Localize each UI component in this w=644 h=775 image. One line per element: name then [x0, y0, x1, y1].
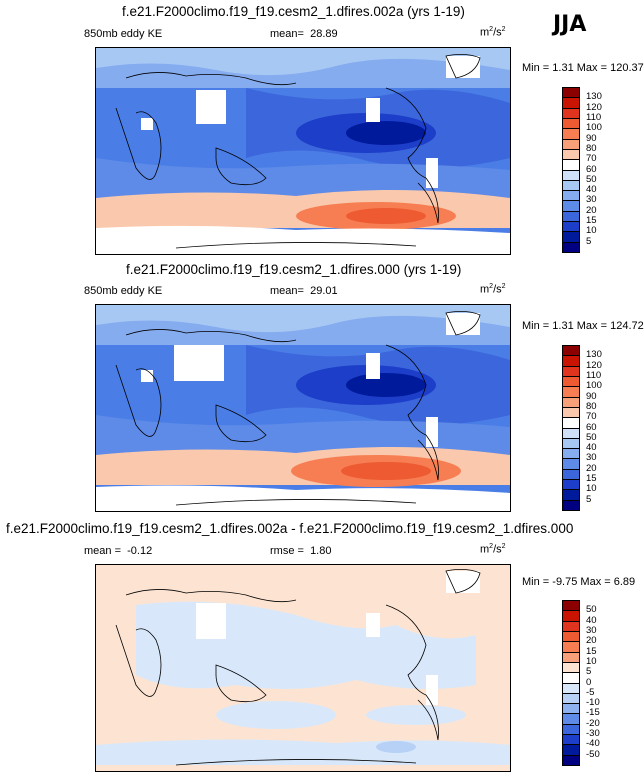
colorbar-tick-label: 30 — [586, 624, 597, 636]
colorbar-tick-label: 5 — [586, 666, 592, 678]
colorbar-tick-label: 90 — [586, 390, 597, 402]
colorbar-tick-label: 70 — [586, 153, 597, 165]
colorbar-tick-label: 50 — [586, 431, 597, 443]
colorbar-tick-label: 15 — [586, 645, 597, 657]
colorbar-tick-label: 10 — [586, 483, 597, 495]
panel3-rmse: rmse = 1.80 — [270, 545, 331, 557]
colorbar-tick-label: 130 — [586, 91, 602, 103]
colorbar-tick-label: 120 — [586, 101, 602, 113]
panel2-minmax: Min = 1.31 Max = 124.72 — [522, 320, 644, 332]
colorbar-swatch — [562, 754, 580, 766]
panel1-max-value: 120.37 — [610, 62, 644, 74]
panel3-title: f.e21.F2000climo.f19_f19.cesm2_1.dfires.… — [6, 521, 574, 536]
colorbar-tick-label: 100 — [586, 380, 602, 392]
colorbar-tick-label: 15 — [586, 215, 597, 227]
colorbar-tick-label: -10 — [586, 697, 600, 709]
colorbar-tick-label: 40 — [586, 442, 597, 454]
panel1-units: m2/s2 — [480, 26, 506, 39]
colorbar-tick-label: 5 — [586, 235, 592, 247]
panel3-mean-label: mean = — [84, 545, 121, 557]
panel1-mean-value: 28.89 — [310, 28, 338, 40]
colorbar-tick-label: 20 — [586, 462, 597, 474]
panel1-mean: mean= 28.89 — [270, 28, 338, 40]
panel2-max-value: 124.72 — [610, 320, 644, 332]
colorbar-tick-label: 40 — [586, 614, 597, 626]
colorbar-tick-label: -50 — [586, 748, 600, 760]
colorbar-tick-label: 30 — [586, 194, 597, 206]
colorbar-tick-label: 80 — [586, 142, 597, 154]
panel3-mean: mean = -0.12 — [84, 545, 152, 557]
colorbar-tick-label: 80 — [586, 400, 597, 412]
colorbar-tick-label: 5 — [586, 493, 592, 505]
panel2-min-label: Min = — [522, 320, 550, 332]
colorbar-tick-label: -40 — [586, 738, 600, 750]
panel1-mean-label: mean= — [270, 28, 304, 40]
colorbar-tick-label: -5 — [586, 686, 595, 698]
colorbar-tick-label: 90 — [586, 132, 597, 144]
colorbar-tick-label: 60 — [586, 163, 597, 175]
panel2-max-label: Max = — [576, 320, 608, 332]
colorbar-tick-label: 40 — [586, 184, 597, 196]
colorbar-tick-label: 10 — [586, 225, 597, 237]
colorbar-tick-label: 20 — [586, 204, 597, 216]
panel3-colorbar: 50 40 30 20 15 10 5 0 -5 -10 -15 -20 -30 -40 -50 — [562, 600, 622, 766]
colorbar-tick-label: 0 — [586, 676, 592, 688]
panel2-mean: mean= 29.01 — [270, 285, 338, 297]
panel3-max-label: Max = — [580, 576, 611, 588]
panel1-map-svg — [96, 48, 510, 254]
season-label: JJA — [553, 12, 587, 37]
panel2-variable: 850mb eddy KE — [84, 285, 163, 297]
colorbar-tick-label: 120 — [586, 359, 602, 371]
panel3-minmax: Min = -9.75 Max = 6.89 — [522, 576, 635, 588]
colorbar-tick-label: -20 — [586, 717, 600, 729]
panel3-map — [95, 564, 511, 772]
panel1-minmax: Min = 1.31 Max = 120.37 — [522, 62, 644, 74]
colorbar-tick-label: 30 — [586, 452, 597, 464]
colorbar-swatch — [562, 499, 580, 511]
colorbar-tick-label: 50 — [586, 173, 597, 185]
colorbar-tick-label: -15 — [586, 707, 600, 719]
panel3-min-label: Min = — [522, 576, 550, 588]
panel3-min-value: -9.75 — [552, 576, 578, 588]
panel1-min-value: 1.31 — [552, 62, 574, 74]
panel2-min-value: 1.31 — [552, 320, 574, 332]
colorbar-tick-label: 110 — [586, 111, 602, 123]
colorbar-tick-label: -30 — [586, 728, 600, 740]
panel2-map — [95, 304, 511, 512]
panel3-rmse-label: rmse = — [270, 545, 304, 557]
panel3-map-svg — [96, 565, 510, 771]
panel2-mean-label: mean= — [270, 285, 304, 297]
colorbar-tick-label: 110 — [586, 369, 602, 381]
colorbar-tick-label: 130 — [586, 349, 602, 361]
panel2-colorbar: 130 120 110 100 90 80 70 60 50 40 30 20 15 10 5 — [562, 345, 622, 511]
panel1-title: f.e21.F2000climo.f19_f19.cesm2_1.dfires.… — [122, 4, 465, 19]
panel1-min-label: Min = — [522, 62, 550, 74]
colorbar-tick-label: 100 — [586, 122, 602, 134]
panel3-rmse-value: 1.80 — [310, 545, 332, 557]
panel1-variable: 850mb eddy KE — [84, 28, 163, 40]
panel2-title: f.e21.F2000climo.f19_f19.cesm2_1.dfires.… — [126, 262, 462, 277]
panel1-map — [95, 47, 511, 255]
panel2-map-svg — [96, 305, 510, 511]
colorbar-tick-label: 60 — [586, 421, 597, 433]
panel3-max-value: 6.89 — [613, 576, 636, 588]
colorbar-swatch — [562, 241, 580, 253]
panel1-max-label: Max = — [576, 62, 608, 74]
panel3-mean-value: -0.12 — [127, 545, 153, 557]
panel3-units: m2/s2 — [480, 543, 506, 556]
colorbar-tick-label: 10 — [586, 655, 597, 667]
panel2-mean-value: 29.01 — [310, 285, 338, 297]
colorbar-tick-label: 20 — [586, 635, 597, 647]
colorbar-tick-label: 50 — [586, 604, 597, 616]
colorbar-tick-label: 15 — [586, 473, 597, 485]
colorbar-tick-label: 70 — [586, 411, 597, 423]
panel1-colorbar: 130 120 110 100 90 80 70 60 50 40 30 20 15 10 5 — [562, 87, 622, 253]
panel2-units: m2/s2 — [480, 283, 506, 296]
